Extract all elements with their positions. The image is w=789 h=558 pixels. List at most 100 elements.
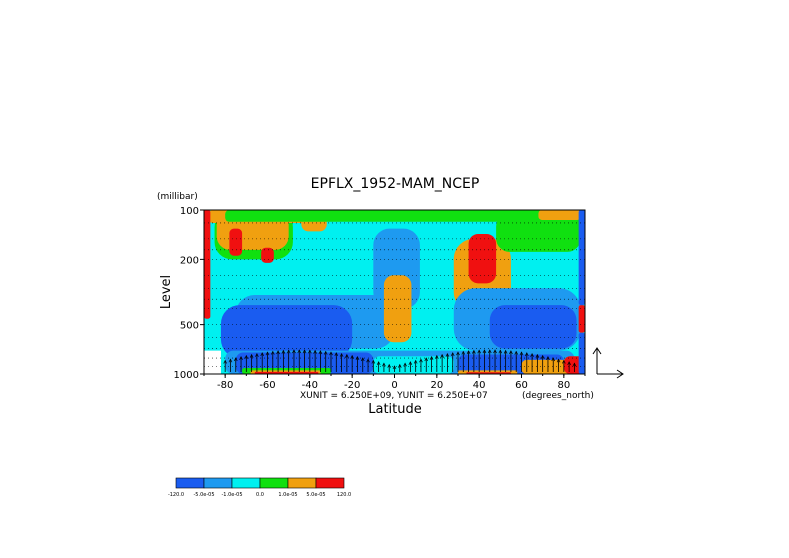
flux-vector-head (239, 356, 243, 360)
flux-vector-head (371, 359, 376, 364)
flux-vector-head (233, 357, 238, 362)
masked-region (204, 350, 221, 374)
flux-vector-head (456, 351, 460, 356)
x-tick-label: 20 (430, 380, 443, 391)
flux-vector-head (366, 358, 370, 363)
flux-vector-head (223, 359, 227, 364)
contour-region (261, 247, 274, 263)
flux-vector-head (466, 350, 471, 355)
flux-vector-head (244, 354, 249, 359)
contour-region (468, 233, 497, 284)
x-tick-label: 40 (473, 380, 486, 391)
x-tick-label: -60 (259, 380, 275, 391)
colorbar-swatch (315, 477, 345, 489)
flux-vector-head (323, 350, 328, 355)
colorbar-label: 1.0e-05 (278, 492, 297, 498)
colorbar-label: 0.0 (256, 492, 264, 498)
flux-vector-head (334, 352, 339, 357)
x-tick-label: -80 (217, 380, 233, 391)
y-tick-label: 100 (180, 206, 199, 217)
flux-vector-head (440, 353, 444, 358)
x-tick-label: 80 (557, 380, 570, 391)
colorbar-label: 5.0e-05 (306, 492, 325, 498)
contour-region (538, 210, 581, 220)
flux-vector-head (487, 349, 492, 354)
reference-vector-icon (592, 347, 624, 379)
flux-vector-head (445, 352, 450, 357)
flux-vector-head (355, 356, 360, 360)
flux-vector-head (329, 351, 333, 356)
flux-vector-head (297, 349, 302, 354)
y-tick-label: 500 (180, 321, 199, 332)
flux-vector-head (435, 354, 439, 359)
flux-vector-head (519, 351, 524, 356)
contour-region (578, 332, 585, 374)
flux-vector-head (392, 365, 397, 370)
flux-vector-head (562, 359, 566, 364)
x-tick-label: 60 (515, 380, 528, 391)
flux-vector-head (408, 361, 413, 366)
flux-vector-head (281, 349, 286, 354)
flux-vector-head (540, 354, 545, 359)
x-axis-label: Latitude (368, 402, 422, 417)
contour-region (204, 210, 211, 319)
flux-vector-head (339, 352, 344, 357)
flux-vector-head (556, 358, 561, 363)
flux-vector-head (461, 350, 466, 355)
flux-vector-head (255, 352, 259, 357)
vector-scale-note: XUNIT = 6.250E+09, YUNIT = 6.250E+07 (300, 391, 488, 401)
contour-region (383, 275, 412, 343)
flux-vector-head (413, 359, 418, 364)
flux-vector-head (551, 357, 556, 362)
colorbar-swatch (231, 477, 261, 489)
flux-vector-head (360, 357, 365, 362)
flux-vector-head (318, 350, 323, 355)
flux-vector-head (429, 356, 434, 360)
y-tick-label: 1000 (174, 370, 199, 381)
colorbar-label: -120.0 (168, 492, 184, 498)
flux-vector-head (450, 352, 455, 357)
flux-vector-head (270, 350, 275, 355)
flux-vector-head (265, 351, 270, 356)
flux-vector-head (249, 353, 254, 358)
flux-vector-head (403, 362, 407, 367)
contour-region (220, 305, 353, 359)
colorbar-label: 120.0 (337, 492, 351, 498)
colorbar-label: -1.0e-05 (222, 492, 243, 498)
flux-vector-head (572, 362, 577, 367)
flux-vector-head (387, 363, 392, 368)
flux-vector-head (313, 349, 317, 354)
flux-vector-head (419, 358, 423, 363)
x-tick-label: 0 (391, 380, 397, 391)
flux-vector-head (376, 361, 381, 366)
contour-region (373, 356, 454, 374)
chart-title: EPFLX_1952-MAM_NCEP (311, 176, 480, 192)
y-unit-label: (millibar) (157, 192, 198, 202)
flux-vector-head (472, 349, 476, 354)
contour-region (225, 210, 564, 222)
flux-vector-head (350, 354, 354, 359)
x-tick-label: -40 (302, 380, 318, 391)
flux-vector-head (535, 353, 540, 358)
x-tick-label: -20 (344, 380, 360, 391)
flux-vector-head (514, 350, 519, 355)
flux-vector-head (228, 358, 233, 363)
colorbar: -120.0 -5.0e-05 -1.0e-05 0.0 1.0e-05 5.0e-05 1… (168, 477, 351, 498)
flux-vector-head (567, 361, 571, 366)
flux-vector-head (503, 349, 508, 354)
flux-vector-head (308, 349, 312, 354)
flux-vector-head (286, 349, 291, 354)
flux-vector-head (477, 349, 481, 354)
y-axis-label: Level (159, 275, 174, 309)
y-tick-label: 200 (180, 255, 199, 266)
colorbar-label: -5.0e-05 (194, 492, 215, 498)
x-unit-label: (degrees_north) (522, 391, 594, 401)
flux-vector-head (424, 357, 429, 362)
flux-vector-head (397, 363, 402, 368)
contour-region (578, 210, 585, 306)
flux-vector-head (498, 349, 503, 354)
flux-vector-head (524, 352, 529, 357)
flux-vector-head (493, 349, 497, 354)
flux-vector-head (302, 349, 307, 354)
